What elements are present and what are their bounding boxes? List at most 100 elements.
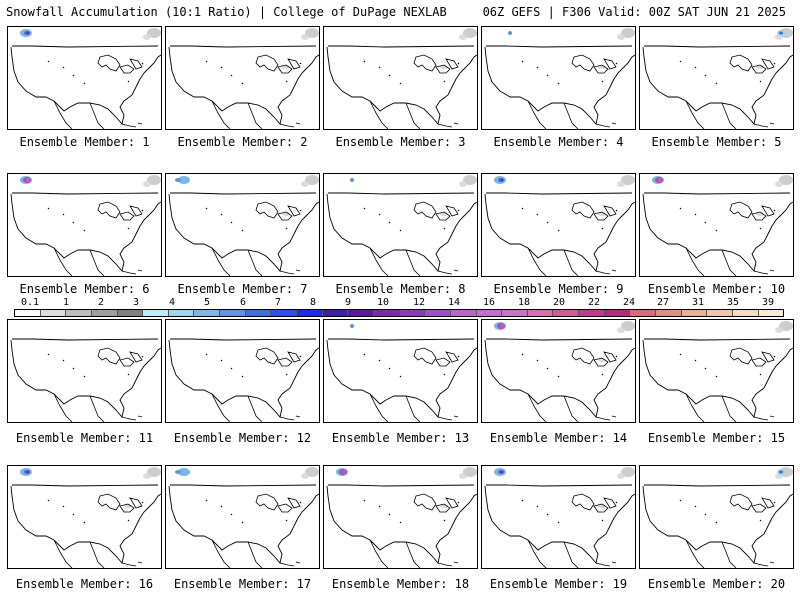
colorbar-swatch <box>707 310 733 316</box>
colorbar-swatch <box>399 310 426 316</box>
colorbar-swatch <box>143 310 169 316</box>
ensemble-map-panel <box>165 173 320 277</box>
ensemble-member-label: Ensemble Member: 7 <box>177 282 308 296</box>
us-snowfall-map <box>10 467 161 568</box>
colorbar-tick-label: 0.1 <box>20 297 40 308</box>
us-snowfall-map <box>326 324 477 422</box>
ensemble-map-panel <box>165 465 320 569</box>
colorbar-swatch <box>245 310 272 316</box>
ensemble-map-panel <box>639 319 794 423</box>
ensemble-map-panel <box>481 26 636 130</box>
ensemble-map-panel <box>7 319 162 423</box>
colorbar-swatch <box>322 310 349 316</box>
ensemble-map-panel <box>323 319 478 423</box>
us-snowfall-map <box>642 175 793 276</box>
us-snowfall-map <box>642 467 793 568</box>
us-snowfall-map <box>168 338 319 422</box>
colorbar-swatch <box>271 310 298 316</box>
ensemble-map-panel <box>481 465 636 569</box>
colorbar-swatch <box>758 310 784 316</box>
us-snowfall-map <box>642 321 793 422</box>
ensemble-map-panel <box>165 26 320 130</box>
us-snowfall-map <box>484 467 635 568</box>
colorbar-tick-label: 39 <box>761 297 775 308</box>
colorbar-tick-label: 12 <box>412 297 426 308</box>
colorbar-tick-label: 24 <box>622 297 636 308</box>
colorbar-swatch <box>40 310 67 316</box>
colorbar-tick-label: 18 <box>517 297 531 308</box>
ensemble-map-panel <box>639 465 794 569</box>
colorbar-tick-label: 6 <box>239 297 247 308</box>
us-snowfall-map <box>10 28 161 129</box>
ensemble-member-label: Ensemble Member: 14 <box>489 431 628 445</box>
ensemble-member-label: Ensemble Member: 15 <box>647 431 786 445</box>
ensemble-member-label: Ensemble Member: 12 <box>173 431 312 445</box>
us-snowfall-map <box>168 28 319 129</box>
colorbar-swatch <box>656 310 682 316</box>
us-snowfall-map <box>484 175 635 276</box>
ensemble-map-panel <box>639 173 794 277</box>
colorbar-tick-label: 27 <box>656 297 670 308</box>
ensemble-map-panel <box>323 173 478 277</box>
ensemble-member-label: Ensemble Member: 5 <box>651 135 782 149</box>
colorbar-tick-label: 20 <box>552 297 566 308</box>
colorbar-tick-label: 16 <box>482 297 496 308</box>
ensemble-member-label: Ensemble Member: 20 <box>647 577 786 591</box>
ensemble-member-label: Ensemble Member: 6 <box>19 282 150 296</box>
ensemble-member-label: Ensemble Member: 1 <box>19 135 150 149</box>
colorbar-tick-label: 10 <box>376 297 390 308</box>
chart-title: Snowfall Accumulation (10:1 Ratio) | Col… <box>6 5 447 19</box>
colorbar-swatch <box>681 310 708 316</box>
snowfall-colorbar <box>14 309 784 317</box>
colorbar-swatch <box>732 310 759 316</box>
colorbar-tick-label: 31 <box>691 297 705 308</box>
us-snowfall-map <box>326 175 477 276</box>
colorbar-swatch <box>91 310 118 316</box>
colorbar-tick-label: 2 <box>97 297 105 308</box>
colorbar-swatch <box>425 310 451 316</box>
colorbar-swatch <box>15 310 41 316</box>
colorbar-tick-label: 1 <box>62 297 70 308</box>
colorbar-swatch <box>476 310 503 316</box>
ensemble-map-panel <box>323 465 478 569</box>
ensemble-member-label: Ensemble Member: 2 <box>177 135 308 149</box>
ensemble-member-label: Ensemble Member: 10 <box>647 282 786 296</box>
colorbar-swatch <box>373 310 400 316</box>
ensemble-member-label: Ensemble Member: 13 <box>331 431 470 445</box>
colorbar-swatch <box>297 310 323 316</box>
colorbar-swatch <box>527 310 554 316</box>
colorbar-tick-label: 3 <box>132 297 140 308</box>
ensemble-map-panel <box>7 173 162 277</box>
colorbar-swatch <box>579 310 605 316</box>
colorbar-swatch <box>348 310 374 316</box>
colorbar-swatch <box>117 310 144 316</box>
us-snowfall-map <box>326 28 477 129</box>
ensemble-member-label: Ensemble Member: 11 <box>15 431 154 445</box>
us-snowfall-map <box>10 175 161 276</box>
ensemble-map-panel <box>7 26 162 130</box>
ensemble-map-panel <box>323 26 478 130</box>
ensemble-map-panel <box>7 465 162 569</box>
colorbar-swatch <box>450 310 477 316</box>
colorbar-tick-label: 5 <box>203 297 211 308</box>
ensemble-map-panel <box>481 173 636 277</box>
colorbar-tick-label: 35 <box>726 297 740 308</box>
colorbar-tick-label: 7 <box>274 297 282 308</box>
ensemble-map-panel <box>639 26 794 130</box>
run-valid-time: 06Z GEFS | F306 Valid: 00Z SAT JUN 21 20… <box>482 5 786 19</box>
colorbar-tick-label: 4 <box>168 297 176 308</box>
ensemble-member-label: Ensemble Member: 16 <box>15 577 154 591</box>
colorbar-swatch <box>502 310 528 316</box>
ensemble-member-label: Ensemble Member: 4 <box>493 135 624 149</box>
us-snowfall-map <box>642 28 793 129</box>
colorbar-tick-label: 14 <box>447 297 461 308</box>
ensemble-member-label: Ensemble Member: 3 <box>335 135 466 149</box>
ensemble-member-label: Ensemble Member: 18 <box>331 577 470 591</box>
us-snowfall-map <box>10 338 161 422</box>
ensemble-map-panel <box>481 319 636 423</box>
ensemble-member-label: Ensemble Member: 17 <box>173 577 312 591</box>
ensemble-map-panel <box>165 319 320 423</box>
us-snowfall-map <box>484 321 635 422</box>
colorbar-tick-label: 22 <box>587 297 601 308</box>
colorbar-swatch <box>553 310 580 316</box>
